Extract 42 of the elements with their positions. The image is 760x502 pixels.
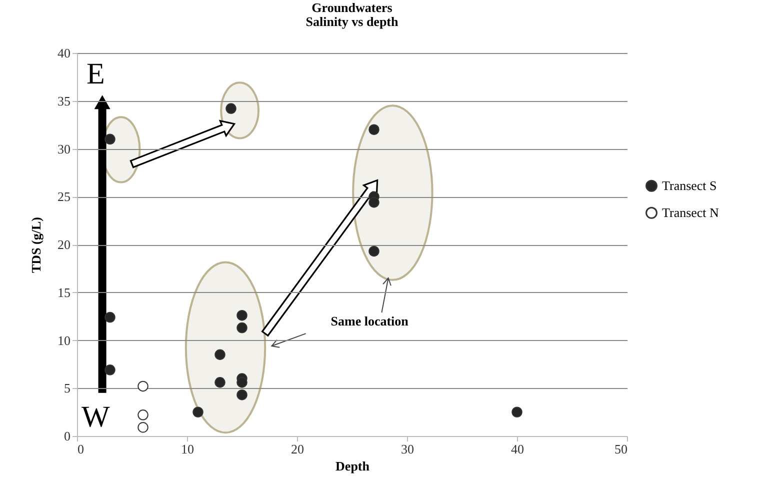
- x-tick-label: 20: [291, 442, 304, 456]
- y-tick-label: 20: [58, 237, 70, 252]
- x-tick-label: 0: [78, 442, 84, 456]
- legend-label: Transect N: [662, 204, 720, 220]
- point: [214, 377, 226, 388]
- point: [138, 380, 148, 392]
- chart-subtitle: Salinity vs depth: [306, 14, 399, 29]
- chart-title: Groundwaters: [312, 0, 392, 15]
- point: [104, 312, 116, 323]
- x-tick-label: 10: [181, 442, 194, 456]
- point: [236, 377, 248, 388]
- point: [368, 246, 380, 257]
- point: [368, 197, 380, 208]
- point: [236, 310, 248, 321]
- point: [138, 422, 148, 433]
- y-tick-label: 0: [64, 428, 70, 444]
- point: [104, 134, 116, 145]
- point: [138, 410, 148, 420]
- y-tick-label: 25: [58, 189, 70, 204]
- point: [214, 349, 226, 360]
- legend-label: Transect S: [662, 178, 717, 193]
- y-tick-label: 30: [58, 141, 70, 156]
- point: [236, 322, 248, 334]
- point: [368, 124, 380, 135]
- y-tick-label: 40: [58, 46, 70, 60]
- x-axis-title: Depth: [336, 458, 370, 474]
- y-tick-label: 15: [58, 284, 70, 300]
- y-axis-title: TDS (g/L): [28, 217, 44, 273]
- point: [236, 389, 248, 400]
- x-tick-label: 50: [614, 442, 628, 456]
- y-tick-label: 35: [58, 93, 70, 108]
- point: [512, 406, 522, 418]
- annotation: Same location: [330, 314, 410, 329]
- point: [104, 364, 116, 376]
- x-tick-label: 40: [511, 442, 524, 456]
- y-tick-label: 10: [58, 332, 70, 348]
- point: [226, 103, 236, 114]
- annotation: E: [86, 58, 105, 91]
- y-tick-label: 5: [64, 380, 70, 396]
- x-tick-label: 30: [401, 442, 414, 456]
- point: [192, 406, 204, 418]
- annotation: W: [82, 400, 111, 434]
